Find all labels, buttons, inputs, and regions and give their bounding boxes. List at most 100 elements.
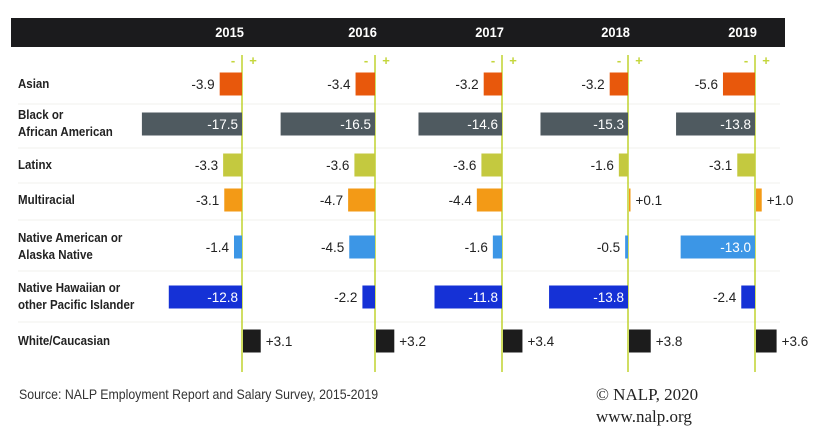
data-label: -3.9 bbox=[191, 77, 214, 92]
bar-2018-0 bbox=[609, 72, 628, 96]
data-label: -4.7 bbox=[320, 193, 343, 208]
data-label: -17.5 bbox=[207, 117, 238, 132]
year-header-2015: 2015 bbox=[215, 24, 244, 40]
row-label-line: Alaska Native bbox=[18, 248, 93, 262]
bar-2018-4 bbox=[625, 235, 628, 259]
bar-2017-4 bbox=[492, 235, 502, 259]
bar-2015-2 bbox=[223, 153, 242, 177]
bar-2016-2 bbox=[354, 153, 375, 177]
year-header-2019: 2019 bbox=[728, 24, 757, 40]
bar-2015-4 bbox=[233, 235, 242, 259]
row-label: Native Hawaiian or other Pacific Islander bbox=[18, 280, 134, 314]
bar-2017-3 bbox=[476, 188, 502, 212]
bar-2015-5 bbox=[168, 285, 242, 309]
bar-2017-0 bbox=[483, 72, 502, 96]
copyright-block: © NALP, 2020 www.nalp.org bbox=[596, 384, 698, 428]
minus-marker: - bbox=[744, 53, 748, 68]
data-label: -3.1 bbox=[196, 193, 219, 208]
bar-2015-3 bbox=[224, 188, 242, 212]
year-header-2017: 2017 bbox=[475, 24, 504, 40]
data-label: +3.8 bbox=[656, 334, 683, 349]
data-label: -1.4 bbox=[206, 240, 230, 255]
data-label: -14.6 bbox=[467, 117, 498, 132]
data-label: -3.1 bbox=[709, 158, 732, 173]
bar-2017-5 bbox=[434, 285, 502, 309]
bar-2016-4 bbox=[349, 235, 375, 259]
data-label: -5.6 bbox=[695, 77, 718, 92]
bar-2018-1 bbox=[540, 112, 628, 136]
bar-2016-0 bbox=[355, 72, 375, 96]
data-label: -3.3 bbox=[195, 158, 218, 173]
bar-2018-3 bbox=[629, 188, 631, 212]
data-label: +3.2 bbox=[399, 334, 426, 349]
data-label: -3.4 bbox=[327, 77, 351, 92]
copyright-text: © NALP, 2020 bbox=[596, 385, 699, 404]
plus-marker: + bbox=[249, 53, 257, 68]
plus-marker: + bbox=[635, 53, 643, 68]
row-label: White/Caucasian bbox=[18, 333, 110, 350]
data-label: -13.8 bbox=[720, 117, 751, 132]
bar-2017-6 bbox=[503, 329, 523, 353]
row-label: Asian bbox=[18, 76, 49, 93]
bar-2018-5 bbox=[549, 285, 628, 309]
bar-2016-3 bbox=[348, 188, 375, 212]
minus-marker: - bbox=[617, 53, 621, 68]
data-label: -4.5 bbox=[321, 240, 344, 255]
row-label-line: Latinx bbox=[18, 158, 52, 172]
bar-2019-3 bbox=[756, 188, 762, 212]
bar-2019-4 bbox=[680, 235, 755, 259]
data-label: +1.0 bbox=[767, 193, 794, 208]
data-label: -1.6 bbox=[591, 158, 614, 173]
row-label-line: Asian bbox=[18, 77, 50, 91]
bar-2019-6 bbox=[756, 329, 777, 353]
row-label: Native American or Alaska Native bbox=[18, 230, 122, 264]
bar-2018-6 bbox=[629, 329, 651, 353]
row-label: Black or African American bbox=[18, 107, 113, 141]
data-label: -1.6 bbox=[465, 240, 488, 255]
data-label: -13.0 bbox=[720, 240, 751, 255]
year-header-2016: 2016 bbox=[348, 24, 377, 40]
bar-2019-0 bbox=[722, 72, 755, 96]
minus-marker: - bbox=[231, 53, 235, 68]
bar-2016-6 bbox=[376, 329, 395, 353]
data-label: -3.6 bbox=[326, 158, 349, 173]
plus-marker: + bbox=[509, 53, 517, 68]
data-label: +3.1 bbox=[266, 334, 293, 349]
row-label-line: Native American or bbox=[18, 231, 123, 245]
row-label-line: White/Caucasian bbox=[18, 334, 111, 348]
data-label: -11.8 bbox=[468, 290, 498, 305]
bar-2017-2 bbox=[481, 153, 502, 177]
data-label: -12.8 bbox=[207, 290, 238, 305]
bar-2016-1 bbox=[280, 112, 375, 136]
data-label: -2.4 bbox=[713, 290, 737, 305]
bar-2016-5 bbox=[362, 285, 375, 309]
row-label-line: African American bbox=[18, 125, 113, 139]
bar-2018-2 bbox=[618, 153, 628, 177]
data-label: -3.2 bbox=[455, 77, 478, 92]
year-header-2018: 2018 bbox=[601, 24, 630, 40]
website-text: www.nalp.org bbox=[596, 407, 692, 426]
bar-2015-6 bbox=[243, 329, 261, 353]
row-label-line: Multiracial bbox=[18, 193, 75, 207]
bar-2019-1 bbox=[676, 112, 755, 136]
header-bar bbox=[11, 18, 785, 47]
data-label: -3.2 bbox=[581, 77, 604, 92]
minus-marker: - bbox=[491, 53, 495, 68]
row-label: Multiracial bbox=[18, 192, 75, 209]
row-label-line: Black or bbox=[18, 108, 64, 122]
data-label: -2.2 bbox=[334, 290, 357, 305]
data-label: -3.6 bbox=[453, 158, 476, 173]
bar-2019-2 bbox=[737, 153, 755, 177]
data-label: +3.6 bbox=[782, 334, 809, 349]
source-note: Source: NALP Employment Report and Salar… bbox=[19, 386, 379, 402]
row-label-line: Native Hawaiian or bbox=[18, 281, 121, 295]
plus-marker: + bbox=[382, 53, 390, 68]
data-label: -15.3 bbox=[593, 117, 624, 132]
plus-marker: + bbox=[762, 53, 770, 68]
row-label: Latinx bbox=[18, 157, 52, 174]
data-label: +3.4 bbox=[527, 334, 554, 349]
bar-2015-0 bbox=[219, 72, 242, 96]
data-label: -16.5 bbox=[340, 117, 371, 132]
data-label: +0.1 bbox=[636, 193, 663, 208]
